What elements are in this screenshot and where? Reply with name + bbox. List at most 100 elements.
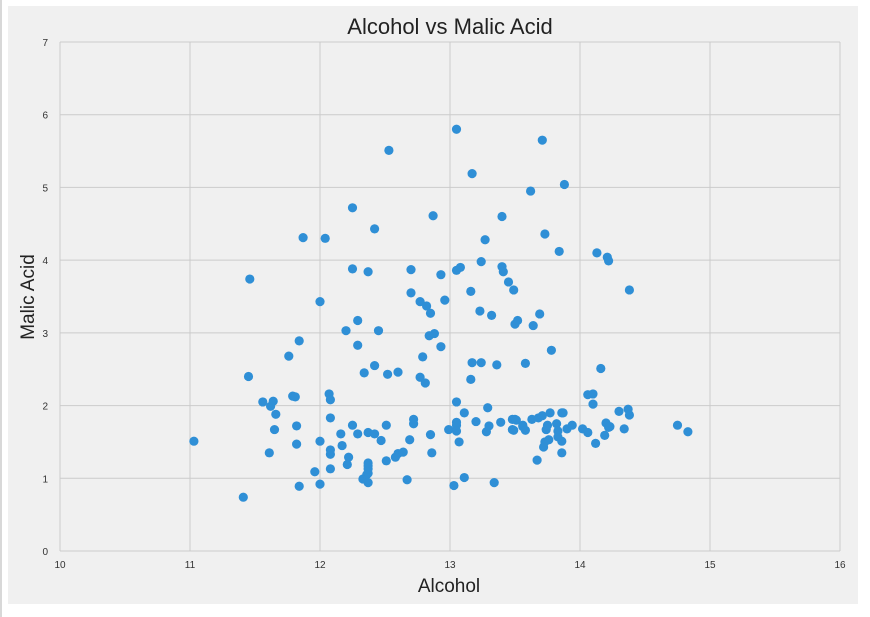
scatter-point [406, 288, 416, 298]
scatter-point [604, 256, 614, 266]
scatter-point [520, 425, 531, 435]
scatter-point [624, 410, 635, 420]
scatter-point [373, 326, 384, 336]
scatter-point [298, 233, 308, 243]
y-tick-label: 4 [42, 256, 48, 267]
scatter-point [341, 326, 351, 336]
y-tick-label: 0 [42, 547, 48, 558]
scatter-point [325, 445, 335, 455]
scatter-point [535, 309, 545, 319]
scatter-point [557, 436, 567, 446]
x-tick-label: 10 [54, 560, 66, 571]
scatter-point [544, 435, 554, 445]
scatter-point [484, 421, 494, 431]
scatter-point [467, 169, 477, 179]
scatter-point [290, 392, 300, 402]
scatter-point [683, 427, 693, 437]
scatter-point [503, 277, 514, 287]
scatter-point [567, 420, 577, 430]
scatter-point [429, 328, 439, 339]
scatter-point [384, 145, 394, 155]
scatter-point [189, 436, 199, 446]
scatter-point [480, 235, 490, 245]
scatter-point [427, 448, 437, 458]
scatter-point [614, 406, 624, 416]
scatter-point [592, 248, 602, 258]
scatter-point [451, 124, 462, 134]
scatter-point [398, 447, 408, 457]
scatter-point [436, 270, 446, 280]
scatter-point [336, 429, 346, 439]
scatter-point [483, 403, 493, 413]
scatter-point [497, 211, 507, 222]
scatter-point [588, 399, 598, 409]
scatter-point [292, 421, 302, 431]
x-tick-label: 15 [704, 560, 716, 571]
scatter-point [359, 368, 369, 378]
scatter-point [315, 479, 325, 489]
scatter-point [310, 467, 320, 477]
scatter-point [444, 424, 454, 435]
x-tick-label: 13 [444, 560, 456, 571]
scatter-point [449, 480, 459, 491]
scatter-point [553, 426, 563, 436]
scatter-point [370, 429, 380, 439]
scatter-point [425, 430, 436, 440]
scatter-point [509, 425, 519, 435]
scatter-point [337, 440, 347, 451]
scatter-point [269, 424, 280, 435]
plot-frame-line [0, 0, 2, 617]
scatter-point [402, 475, 412, 485]
scatter-point [347, 203, 358, 213]
scatter-point [451, 397, 462, 407]
x-axis-title: Alcohol [418, 576, 480, 597]
scatter-point [537, 135, 547, 145]
scatter-point [383, 369, 393, 379]
scatter-point [268, 396, 278, 406]
scatter-point [292, 439, 302, 449]
x-tick-label: 16 [834, 560, 846, 571]
scatter-point [540, 229, 550, 239]
scatter-point [471, 416, 481, 427]
scatter-point [381, 420, 391, 430]
scatter-point [476, 256, 486, 267]
scatter-point [467, 358, 477, 368]
scatter-point [428, 211, 438, 221]
scatter-point [353, 315, 363, 326]
y-tick-label: 6 [42, 111, 48, 122]
scatter-point [554, 246, 564, 257]
scatter-point [588, 389, 598, 399]
x-tick-label: 12 [314, 560, 326, 571]
scatter-point [528, 320, 538, 331]
scatter-point [381, 456, 391, 466]
scatter-point [545, 408, 555, 418]
scatter-point [498, 267, 508, 277]
scatter-point [325, 413, 335, 423]
grid [59, 41, 841, 552]
scatter-point [451, 417, 462, 427]
scatter-point [415, 296, 425, 307]
scatter-point [325, 464, 335, 474]
scatter-point [370, 360, 380, 371]
y-tick-label: 5 [42, 183, 48, 194]
scatter-point [294, 336, 304, 346]
scatter-point [492, 360, 502, 370]
scatter-point [600, 430, 610, 440]
scatter-point [342, 459, 352, 470]
y-tick-label: 1 [42, 474, 48, 485]
scatter-point [487, 310, 497, 321]
scatter-point [320, 233, 330, 243]
x-tick-label: 11 [185, 560, 196, 571]
scatter-point [459, 408, 469, 418]
scatter-point [526, 186, 536, 196]
scatter-point [509, 285, 519, 295]
scatter-point [353, 340, 363, 350]
scatter-point [459, 472, 469, 483]
scatter-point [271, 409, 281, 419]
scatter-point [436, 342, 446, 352]
y-tick-label: 3 [42, 329, 48, 340]
scatter-point [409, 414, 419, 424]
scatter-point [363, 458, 373, 468]
